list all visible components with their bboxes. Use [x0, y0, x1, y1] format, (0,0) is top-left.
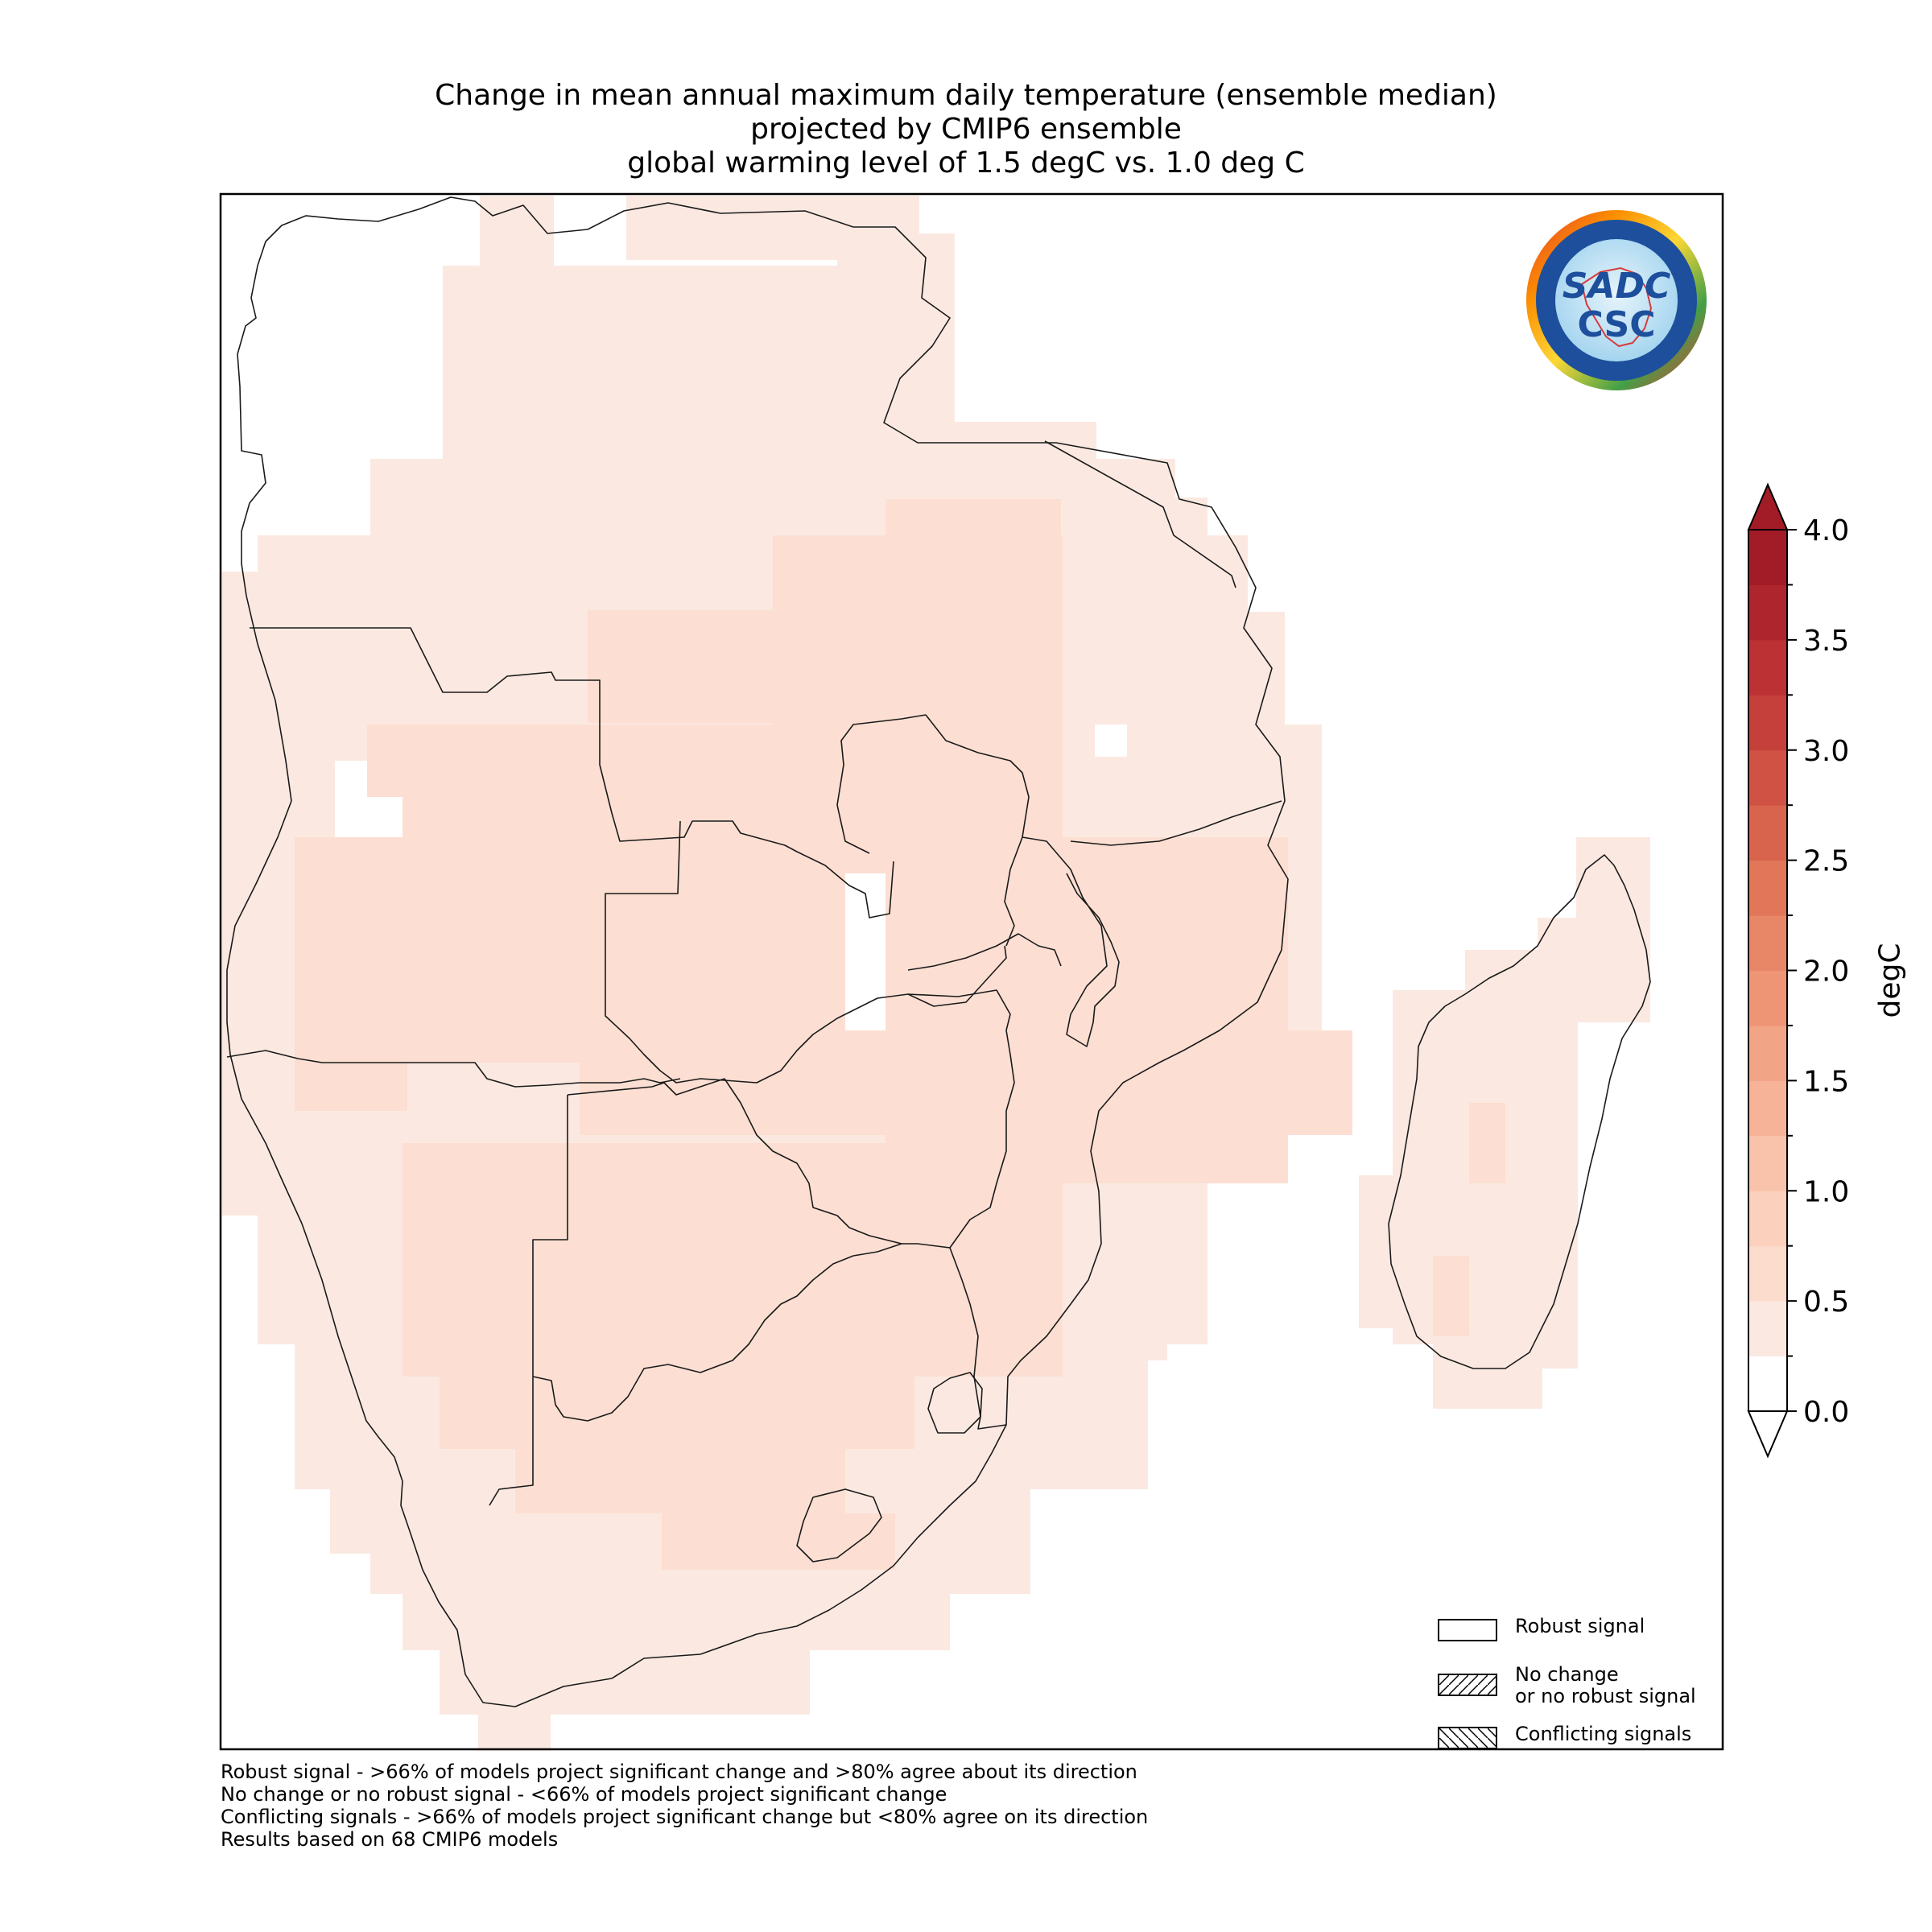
border-tanzania-zambia-malawi	[925, 714, 1030, 947]
border-drc-angola	[250, 627, 894, 919]
colorbar-tick-label: 2.5	[1803, 845, 1849, 878]
legend-robust-label: Robust signal	[1515, 1615, 1645, 1637]
colorbar-segment	[1748, 639, 1787, 696]
colorbar-segment	[1748, 749, 1787, 806]
colorbar-tick-label: 0.0	[1803, 1396, 1849, 1429]
colorbar: 4.0 3.5 3.0 2.5 2.0 1.5 1.0 0.5 0.0	[1747, 482, 1849, 1459]
title-line-2: projected by CMIP6 ensemble	[750, 113, 1182, 146]
colorbar-extend-min	[1747, 1410, 1789, 1459]
svg-text:SADC: SADC	[1563, 266, 1671, 307]
colorbar-segment	[1748, 1135, 1787, 1191]
colorbar-segment	[1748, 1356, 1787, 1412]
colorbar-tick-label: 3.5	[1803, 625, 1849, 658]
colorbar-tick-label: 2.0	[1803, 956, 1849, 989]
colorbar-segment	[1748, 1245, 1787, 1302]
legend-conflicting: Conflicting signals	[1438, 1722, 1728, 1756]
colorbar-tick-label: 0.5	[1803, 1286, 1849, 1319]
border-tanzania-kenya	[1044, 440, 1236, 588]
footnote-4: Results based on 68 CMIP6 models	[221, 1828, 559, 1851]
legend-no-change-label-1: No change	[1515, 1663, 1619, 1686]
title-line-1: Change in mean annual maximum daily temp…	[435, 79, 1497, 112]
border-zambia-angola	[605, 820, 1007, 1084]
colorbar-segment	[1748, 970, 1787, 1026]
border-southafrica-mozambique	[949, 1247, 1007, 1430]
colorbar-segment	[1748, 1025, 1787, 1081]
border-malawi	[1022, 836, 1120, 1047]
svg-text:CSC: CSC	[1577, 304, 1655, 345]
colorbar-segment	[1748, 805, 1787, 861]
colorbar-tick-label: 1.5	[1803, 1065, 1849, 1098]
border-drc-tanzania	[836, 714, 927, 854]
colorbar-extend-max	[1747, 482, 1789, 530]
border-zambia-mozambique	[907, 933, 1062, 971]
colorbar-segment	[1748, 695, 1787, 751]
colorbar-segment	[1748, 1301, 1787, 1357]
colorbar-tick-label: 3.0	[1803, 735, 1849, 768]
legend-no-change: No change or no robust signal	[1438, 1662, 1728, 1707]
mainland-outline	[226, 196, 1289, 1707]
colorbar-label: degC	[1873, 943, 1907, 1018]
colorbar-segment	[1748, 1080, 1787, 1137]
colorbar-segment	[1748, 1191, 1787, 1247]
legend-conflicting-swatch	[1438, 1727, 1497, 1749]
map-area	[219, 192, 1724, 1751]
colorbar-tick-label: 4.0	[1803, 514, 1849, 547]
map-frame-border	[219, 192, 1724, 1751]
legend-no-change-label-2: or no robust signal	[1515, 1685, 1696, 1707]
legend-conflicting-label: Conflicting signals	[1515, 1723, 1692, 1745]
colorbar-segment	[1748, 530, 1787, 585]
sadc-csc-logo: SADC CSC	[1524, 208, 1709, 393]
border-angola-namibia	[226, 1050, 681, 1088]
colorbar-tick-label: 1.0	[1803, 1175, 1849, 1208]
value-cells-darker	[295, 499, 1505, 1570]
footnote-1: Robust signal - >66% of models project s…	[221, 1761, 1137, 1783]
border-zimbabwe-mozambique	[902, 989, 1015, 1249]
country-borders	[226, 196, 1651, 1707]
border-tanzania-mozambique	[1070, 800, 1282, 846]
colorbar-segment	[1748, 915, 1787, 971]
legend-robust-swatch	[1438, 1619, 1497, 1641]
colorbar-segment	[1748, 584, 1787, 641]
footnotes: Robust signal - >66% of models project s…	[221, 1761, 1148, 1851]
legend-no-change-swatch	[1438, 1674, 1497, 1696]
border-caprivi	[567, 1078, 725, 1096]
signal-legend: Robust signal No change or no robust sig…	[1438, 1614, 1728, 1770]
border-botswana-southafrica	[532, 1243, 902, 1422]
border-namibia-botswana	[489, 1095, 568, 1506]
legend-robust: Robust signal	[1438, 1614, 1728, 1648]
footnote-2: No change or no robust signal - <66% of …	[221, 1783, 947, 1806]
lesotho-outline	[796, 1488, 882, 1563]
border-botswana-zimbabwe	[724, 1078, 902, 1245]
title-line-3: global warming level of 1.5 degC vs. 1.0…	[627, 147, 1305, 180]
madagascar-outline	[1388, 854, 1651, 1369]
footnote-3: Conflicting signals - >66% of models pro…	[221, 1806, 1149, 1828]
colorbar-segment	[1748, 860, 1787, 916]
